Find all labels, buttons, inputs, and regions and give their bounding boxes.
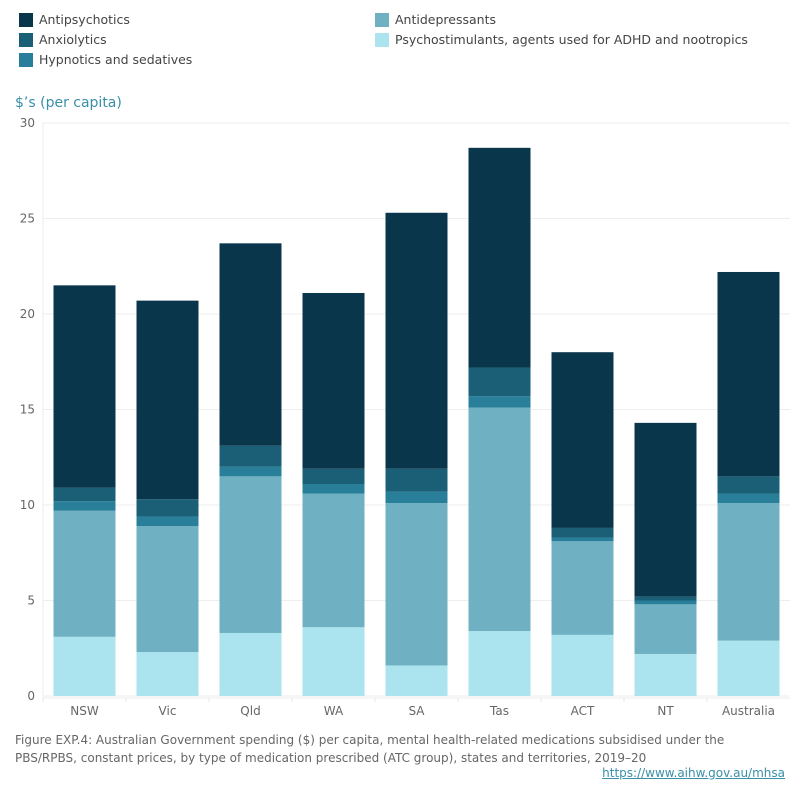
legend-item-psychostimulants[interactable]: Psychostimulants, agents used for ADHD a…	[375, 32, 748, 47]
bar-segment	[468, 407, 531, 632]
bar-segment	[551, 352, 614, 528]
y-tick-label: 10	[20, 498, 35, 512]
x-tick-label: NSW	[70, 704, 99, 718]
bar-segment	[634, 422, 697, 597]
bar-segment	[136, 499, 199, 517]
bar-segment	[717, 476, 780, 494]
y-tick-label: 5	[27, 594, 35, 608]
bar-segment	[219, 632, 282, 696]
bar-segment	[302, 493, 365, 628]
x-tick-label: Australia	[722, 704, 775, 718]
bar-segment	[385, 665, 448, 696]
stacked-bar-chart: 0 5 10 15 20 25 30 NSW Vic Qld WA SA Tas ACT NT Austral…	[20, 116, 790, 718]
bar-segment	[53, 487, 116, 502]
x-tick-label: Tas	[489, 704, 509, 718]
x-tick-label: WA	[324, 704, 344, 718]
bar-segment	[468, 396, 531, 408]
bar-segment	[53, 285, 116, 488]
bar-segment	[219, 445, 282, 467]
bar-segment	[551, 634, 614, 696]
legend-label: Antidepressants	[395, 12, 496, 27]
y-tick-label: 0	[27, 689, 35, 703]
x-tick-label: Vic	[159, 704, 177, 718]
bar-segment	[385, 503, 448, 666]
bar-segment	[634, 596, 697, 601]
legend-item-antipsychotics[interactable]: Antipsychotics	[19, 12, 130, 27]
y-tick-label: 25	[20, 212, 35, 226]
source-link[interactable]: https://www.aihw.gov.au/mhsa	[602, 766, 785, 780]
bar-segment	[634, 604, 697, 654]
bar-segment	[385, 468, 448, 492]
bar-segment	[551, 541, 614, 635]
legend-item-antidepressants[interactable]: Antidepressants	[375, 12, 496, 27]
legend-item-anxiolytics[interactable]: Anxiolytics	[19, 32, 107, 47]
x-tick-label: SA	[408, 704, 425, 718]
x-tick-label: NT	[657, 704, 674, 718]
bar-segment	[136, 652, 199, 696]
y-axis-title: $’s (per capita)	[15, 95, 122, 111]
y-tick-label: 30	[20, 116, 35, 130]
bar-segment	[551, 537, 614, 542]
bar-segment	[468, 631, 531, 696]
y-tick-label: 15	[20, 403, 35, 417]
bar-segment	[53, 501, 116, 511]
legend-label: Anxiolytics	[39, 32, 107, 47]
figure-caption: Figure EXP.4: Australian Government spen…	[15, 733, 725, 765]
bar-segment	[219, 476, 282, 633]
x-tick-label: ACT	[571, 704, 595, 718]
legend-item-hypnotics[interactable]: Hypnotics and sedatives	[19, 52, 192, 67]
legend-swatch	[375, 32, 389, 47]
bar-segment	[53, 636, 116, 696]
x-tick-label: Qld	[240, 704, 260, 718]
bar-segment	[302, 468, 365, 484]
bar-segment	[385, 491, 448, 504]
bar-segment	[136, 526, 199, 653]
legend-label: Hypnotics and sedatives	[39, 52, 193, 67]
bar-segment	[551, 527, 614, 538]
bar-segment	[136, 516, 199, 527]
bar-segment	[634, 600, 697, 605]
legend-swatch	[375, 12, 389, 27]
bar-segment	[717, 493, 780, 504]
bar-segment	[468, 367, 531, 397]
bar-segment	[53, 510, 116, 637]
bar-segment	[219, 466, 282, 477]
legend-label: Antipsychotics	[39, 12, 130, 27]
bar-segment	[634, 653, 697, 696]
y-tick-label: 20	[20, 307, 35, 321]
bar-segment	[717, 640, 780, 696]
legend-swatch	[19, 32, 33, 47]
legend-swatch	[19, 52, 33, 67]
bar-segment	[136, 300, 199, 500]
legend: Antipsychotics Anxiolytics Hypnotics and…	[15, 12, 795, 72]
legend-label: Psychostimulants, agents used for ADHD a…	[395, 32, 748, 47]
bar-segment	[468, 147, 531, 368]
bar-segment	[302, 627, 365, 696]
bar-segment	[302, 483, 365, 494]
bar-segment	[219, 243, 282, 446]
legend-swatch	[19, 12, 33, 27]
bar-segment	[717, 503, 780, 641]
bar-segment	[385, 212, 448, 469]
bar-segment	[717, 271, 780, 477]
bar-segment	[302, 292, 365, 469]
